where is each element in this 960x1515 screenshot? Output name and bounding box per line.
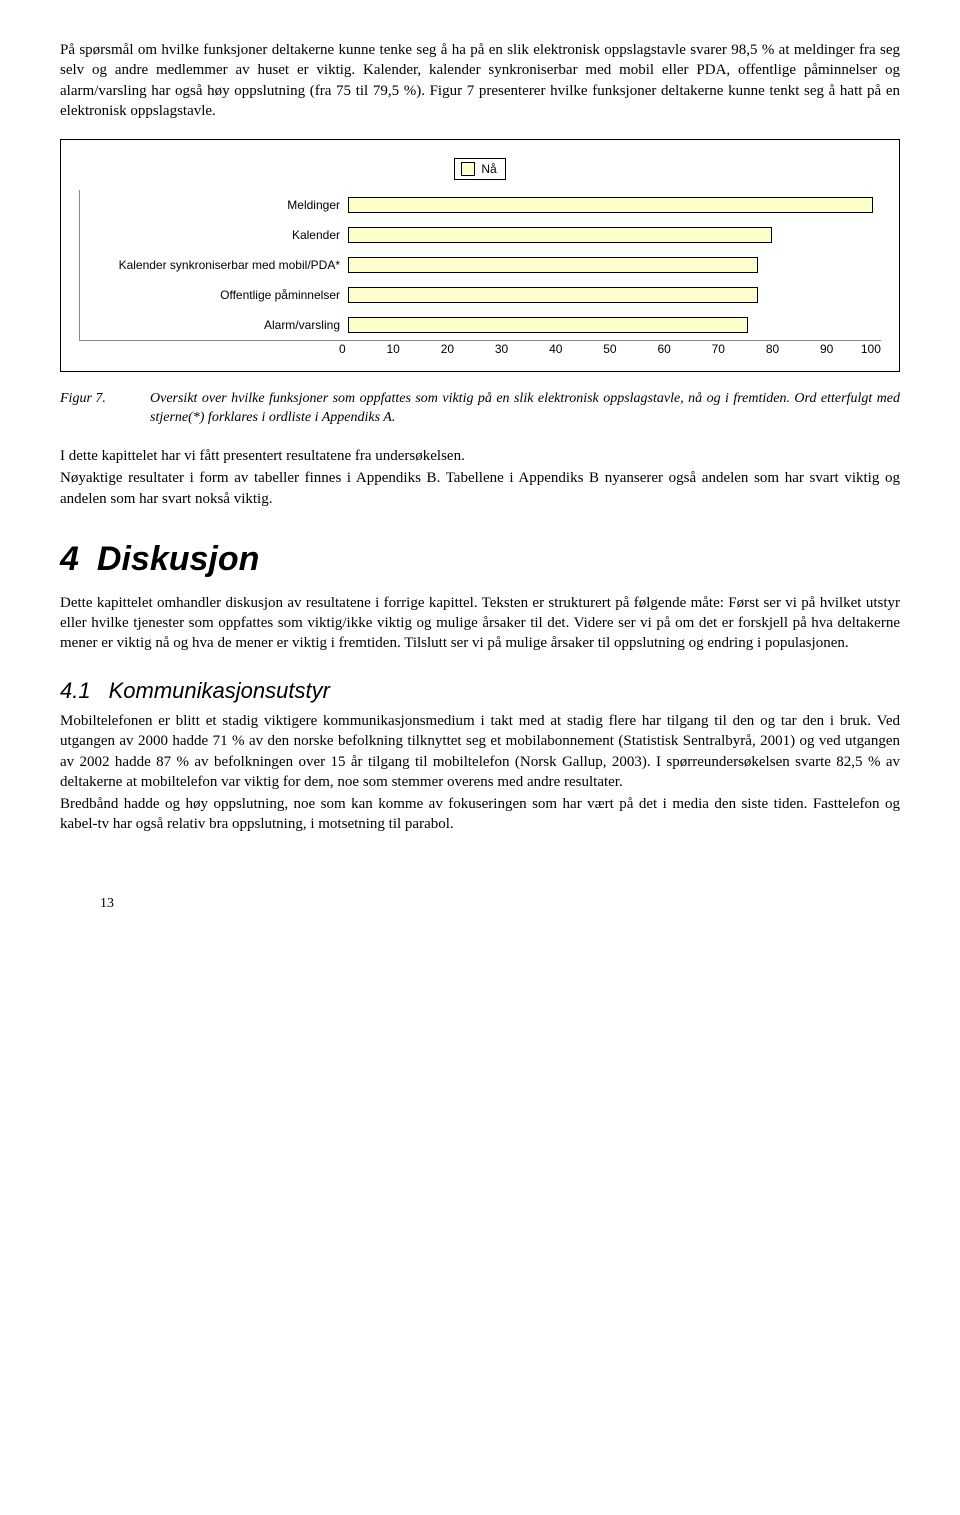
- bar-track: [348, 280, 881, 310]
- section-4-1-paragraph-2: Bredbånd hadde og høy oppslutning, noe s…: [60, 794, 900, 835]
- x-tick: 100: [854, 341, 881, 357]
- figure-label: Figur 7.: [60, 390, 150, 428]
- bar-track: [348, 310, 881, 340]
- bar-label: Kalender: [80, 227, 348, 243]
- x-tick: 60: [637, 341, 691, 357]
- subsection-number: 4.1: [60, 678, 91, 703]
- x-tick: 90: [800, 341, 854, 357]
- x-tick: 70: [691, 341, 745, 357]
- legend-label: Nå: [481, 161, 496, 177]
- page-number: 13: [100, 895, 900, 914]
- x-tick: 10: [366, 341, 420, 357]
- bar-track: [348, 250, 881, 280]
- x-tick: 30: [474, 341, 528, 357]
- bar-label: Alarm/varsling: [80, 317, 348, 333]
- bar-row: Alarm/varsling: [80, 310, 881, 340]
- x-tick: 40: [529, 341, 583, 357]
- bar-label: Meldinger: [80, 197, 348, 213]
- section-4-paragraph: Dette kapittelet omhandler diskusjon av …: [60, 593, 900, 654]
- x-tick: 20: [420, 341, 474, 357]
- bar-row: Kalender synkroniserbar med mobil/PDA*: [80, 250, 881, 280]
- x-tick: 80: [745, 341, 799, 357]
- bar-fill: [348, 317, 748, 333]
- subsection-title: Kommunikasjonsutstyr: [109, 678, 330, 703]
- bar-row: Meldinger: [80, 190, 881, 220]
- chart-legend: Nå: [79, 158, 881, 180]
- bar-fill: [348, 227, 772, 243]
- section-title: Diskusjon: [97, 540, 259, 578]
- x-tick: 50: [583, 341, 637, 357]
- bar-fill: [348, 257, 758, 273]
- mid-paragraph-1: I dette kapittelet har vi fått presenter…: [60, 446, 900, 466]
- legend-swatch: [461, 162, 475, 176]
- x-tick: 0: [339, 341, 366, 357]
- figure7-chart: Nå Meldinger Kalender Kalender synkroniser…: [60, 139, 900, 372]
- bar-track: [348, 220, 881, 250]
- bar-label: Offentlige påminnelser: [80, 287, 348, 303]
- bar-fill: [348, 197, 873, 213]
- section-4-heading: 4 Diskusjon: [60, 537, 900, 583]
- bar-row: Kalender: [80, 220, 881, 250]
- intro-paragraph: På spørsmål om hvilke funksjoner deltake…: [60, 40, 900, 121]
- figure-text: Oversikt over hvilke funksjoner som oppf…: [150, 390, 900, 428]
- mid-paragraph-2: Nøyaktige resultater i form av tabeller …: [60, 468, 900, 509]
- bar-row: Offentlige påminnelser: [80, 280, 881, 310]
- section-4-1-heading: 4.1 Kommunikasjonsutstyr: [60, 676, 900, 706]
- bar-fill: [348, 287, 758, 303]
- bar-track: [348, 190, 881, 220]
- section-4-1-paragraph-1: Mobiltelefonen er blitt et stadig viktig…: [60, 711, 900, 792]
- bar-label: Kalender synkroniserbar med mobil/PDA*: [80, 257, 348, 273]
- figure-7-caption: Figur 7. Oversikt over hvilke funksjoner…: [60, 390, 900, 428]
- section-number: 4: [60, 540, 79, 578]
